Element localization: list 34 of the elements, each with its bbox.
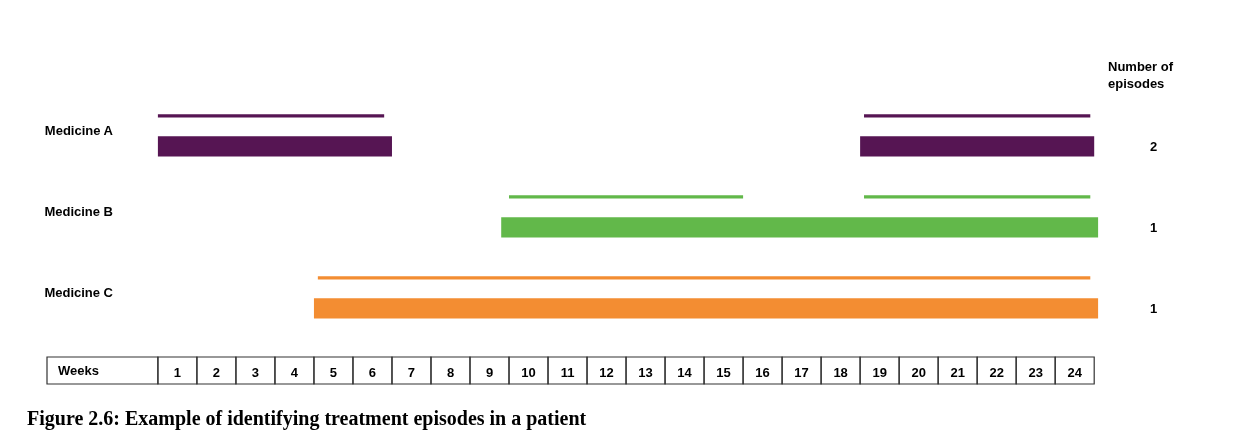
- x-tick-label: 22: [989, 365, 1004, 380]
- x-tick-label: 20: [911, 365, 926, 380]
- text: 1: [1150, 220, 1158, 235]
- y-tick-label: Medicine A: [44, 123, 114, 139]
- x-tick-label: 24: [1067, 365, 1083, 380]
- x-axis-title: Weeks: [58, 363, 99, 378]
- x-tick-label: 3: [251, 365, 260, 380]
- x-tick-label: 17: [794, 365, 809, 380]
- text: 1: [1150, 301, 1158, 316]
- text: Number of episodes: [1108, 59, 1174, 91]
- x-tick-label: 12: [599, 365, 614, 380]
- x-tick-label: 5: [329, 365, 338, 380]
- x-tick-label: 18: [833, 365, 848, 380]
- x-tick-label: 16: [755, 365, 770, 380]
- x-tick-label: 23: [1028, 365, 1043, 380]
- x-tick-label: 8: [446, 365, 455, 380]
- x-tick-label: 2: [212, 365, 221, 380]
- x-tick-label: 13: [638, 365, 653, 380]
- x-tick-label: 15: [716, 365, 731, 380]
- x-tick-label: 14: [677, 365, 693, 380]
- x-tick-label: 10: [521, 365, 536, 380]
- x-tick-label: 21: [950, 365, 965, 380]
- y-tick-label: Medicine C: [44, 285, 114, 301]
- bar: [860, 136, 1095, 157]
- x-tick-label: 19: [872, 365, 887, 380]
- x-tick-label: 7: [407, 365, 416, 380]
- x-tick-label: 6: [368, 365, 377, 380]
- x-tick-label: 1: [173, 365, 182, 380]
- text: 2: [1150, 139, 1158, 154]
- y-tick-label: Medicine B: [44, 204, 113, 220]
- x-tick-label: 9: [485, 365, 494, 380]
- x-tick-label: 4: [290, 365, 299, 380]
- text: Figure 2.6: Example of identifying treatment episodes in a patient: [27, 407, 587, 430]
- x-tick-label: 11: [560, 365, 575, 380]
